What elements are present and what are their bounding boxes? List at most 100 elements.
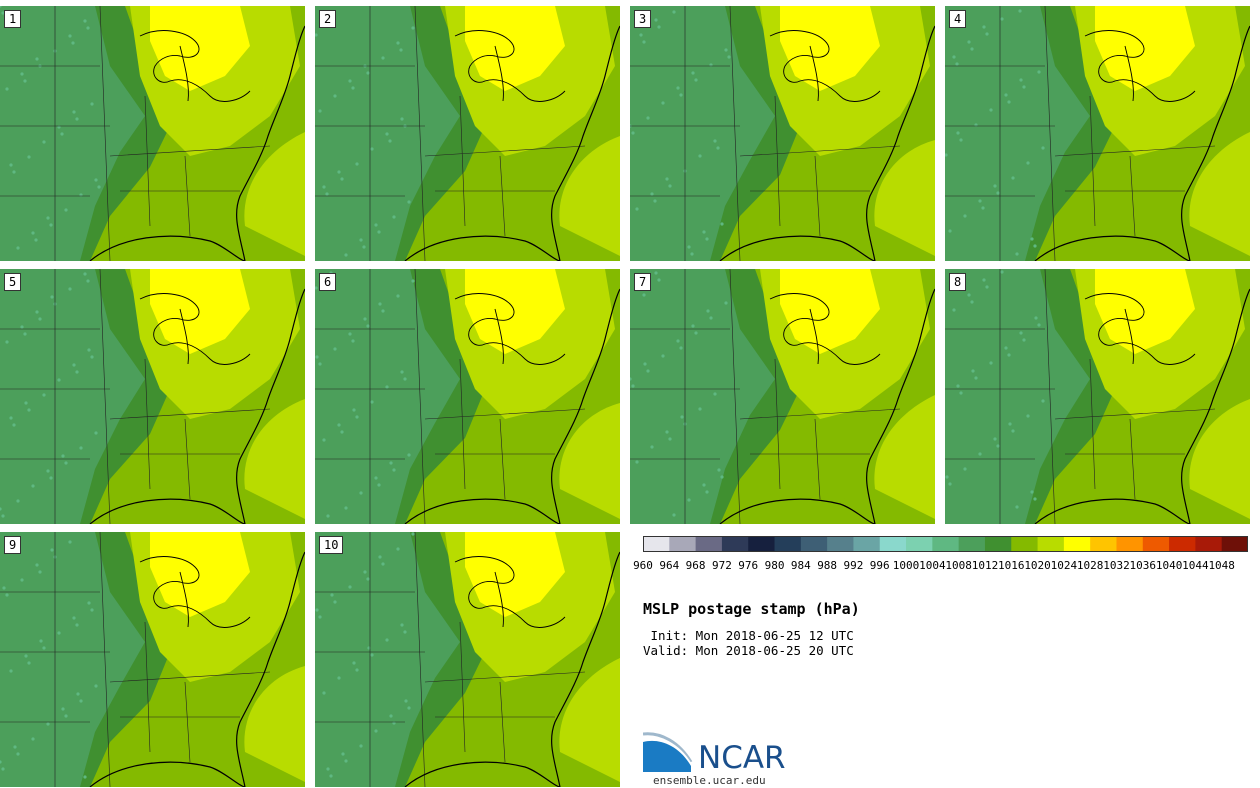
terrain-speckle <box>385 638 389 642</box>
colorbar-tick-label: 996 <box>869 559 890 572</box>
terrain-speckle <box>64 461 68 465</box>
terrain-speckle <box>322 185 326 189</box>
colorbar-tick-label: 1048 <box>1208 559 1235 572</box>
terrain-speckle <box>407 200 411 204</box>
terrain-speckle <box>665 177 669 181</box>
terrain-speckle <box>716 146 720 150</box>
terrain-speckle <box>646 116 650 120</box>
terrain-speckle <box>1011 176 1015 180</box>
member-label: 6 <box>319 273 337 291</box>
terrain-speckle <box>657 25 661 29</box>
init-time: Init: Mon 2018-06-25 12 UTC <box>643 628 854 643</box>
terrain-speckle <box>326 767 330 771</box>
terrain-speckle <box>635 460 639 464</box>
pressure-region-max <box>150 6 250 91</box>
colorbar-swatch <box>984 536 1012 552</box>
terrain-speckle <box>956 131 960 135</box>
colorbar-tick-label: 988 <box>817 559 838 572</box>
terrain-speckle <box>381 562 385 566</box>
terrain-speckle <box>989 361 993 365</box>
terrain-speckle <box>1015 252 1019 256</box>
member-label: 3 <box>634 10 652 28</box>
terrain-speckle <box>389 714 393 718</box>
coastline <box>404 551 620 787</box>
terrain-speckle <box>31 484 35 488</box>
coastline <box>719 25 935 261</box>
great-lakes-outline <box>139 293 251 365</box>
terrain-speckle <box>694 78 698 82</box>
terrain-speckle <box>344 253 348 257</box>
colorbar-tick-label: 976 <box>738 559 759 572</box>
gulf-region <box>95 490 250 524</box>
terrain-speckle <box>650 445 654 449</box>
colorbar-swatch <box>800 536 828 552</box>
terrain-speckle <box>1007 100 1011 104</box>
terrain-speckle <box>672 10 676 14</box>
terrain-speckle <box>676 86 680 90</box>
terrain-speckle <box>1018 9 1022 13</box>
terrain-speckle <box>87 348 91 352</box>
terrain-speckle <box>705 237 709 241</box>
terrain-speckle <box>90 102 94 106</box>
colorbar-swatch <box>853 536 881 552</box>
terrain-speckle <box>61 454 65 458</box>
terrain-speckle <box>329 774 333 778</box>
coastline <box>404 25 620 261</box>
pressure-region-max <box>780 6 880 91</box>
terrain-speckle <box>690 252 694 256</box>
terrain-speckle <box>399 48 403 52</box>
state-boundaries <box>315 532 586 787</box>
gulf-region <box>725 227 880 261</box>
terrain-speckle <box>344 759 348 763</box>
member-label: 7 <box>634 273 652 291</box>
terrain-speckle <box>388 139 392 143</box>
terrain-speckle <box>370 653 374 657</box>
terrain-speckle <box>680 415 684 419</box>
terrain-speckle <box>38 570 42 574</box>
terrain-speckle <box>363 317 367 321</box>
state-boundaries <box>315 6 586 261</box>
terrain-speckle <box>362 245 366 249</box>
terrain-speckle <box>359 238 363 242</box>
terrain-speckle <box>381 309 385 313</box>
terrain-speckle <box>654 18 658 22</box>
mslp-map <box>630 269 935 524</box>
terrain-speckle <box>31 231 35 235</box>
terrain-speckle <box>5 340 9 344</box>
colorbar-swatch <box>774 536 802 552</box>
pressure-region-max <box>465 269 565 354</box>
pressure-region-max <box>465 6 565 91</box>
terrain-speckle <box>340 430 344 434</box>
colorbar-swatch <box>643 536 670 552</box>
terrain-speckle <box>31 737 35 741</box>
ensemble-member-panel-5: 5 <box>0 269 305 524</box>
terrain-speckle <box>403 377 407 381</box>
terrain-speckle <box>1011 429 1015 433</box>
terrain-speckle <box>341 752 345 756</box>
member-label: 8 <box>949 273 967 291</box>
terrain-speckle <box>993 184 997 188</box>
terrain-speckle <box>94 178 98 182</box>
terrain-speckle <box>639 33 643 37</box>
terrain-speckle <box>83 775 87 779</box>
terrain-speckle <box>72 363 76 367</box>
terrain-speckle <box>68 34 72 38</box>
terrain-speckle <box>35 563 39 567</box>
terrain-speckle <box>411 26 415 30</box>
terrain-speckle <box>970 47 974 51</box>
terrain-speckle <box>1033 244 1037 248</box>
terrain-speckle <box>355 668 359 672</box>
pressure-region-max <box>150 532 250 617</box>
terrain-speckle <box>326 514 330 518</box>
terrain-speckle <box>5 87 9 91</box>
terrain-speckle <box>411 532 415 536</box>
terrain-speckle <box>330 593 334 597</box>
terrain-speckle <box>400 370 404 374</box>
terrain-speckle <box>1026 161 1030 165</box>
coastline <box>89 551 305 787</box>
mslp-map <box>315 6 620 261</box>
terrain-speckle <box>1000 270 1004 274</box>
terrain-speckle <box>374 476 378 480</box>
terrain-speckle <box>709 316 713 320</box>
terrain-speckle <box>389 461 393 465</box>
